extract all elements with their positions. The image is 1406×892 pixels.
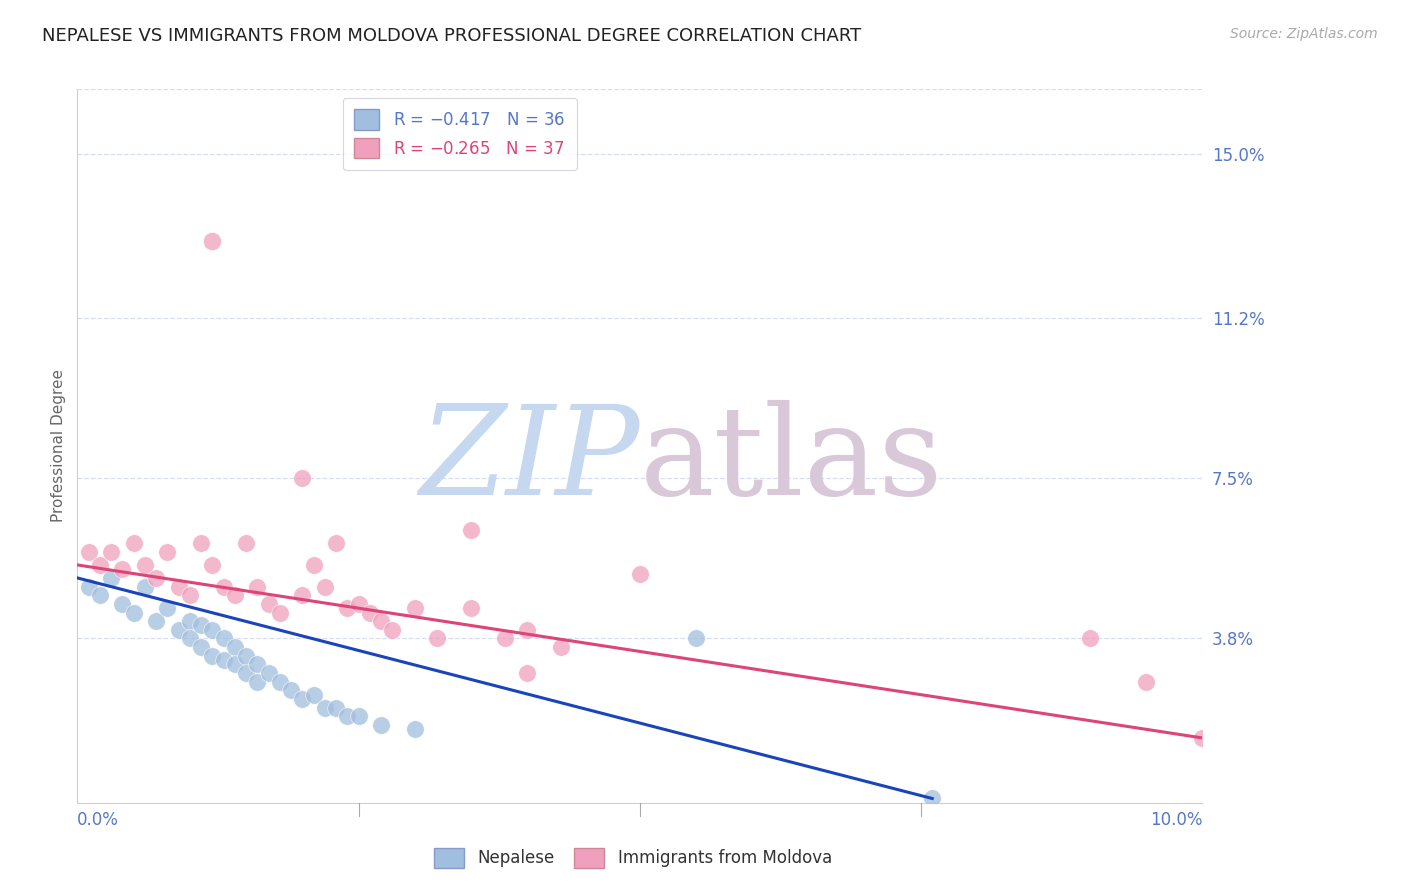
Point bbox=[156, 545, 179, 559]
Point bbox=[167, 580, 190, 594]
Point bbox=[235, 536, 257, 550]
Point bbox=[1078, 632, 1101, 646]
Point bbox=[89, 588, 111, 602]
Point bbox=[314, 580, 336, 594]
Point bbox=[347, 597, 370, 611]
Point bbox=[235, 648, 257, 663]
Y-axis label: Professional Degree: Professional Degree bbox=[51, 369, 66, 523]
Point bbox=[347, 709, 370, 723]
Point bbox=[100, 571, 122, 585]
Point bbox=[291, 471, 314, 485]
Point bbox=[134, 558, 156, 572]
Point bbox=[269, 606, 291, 620]
Point bbox=[325, 536, 347, 550]
Text: 10.0%: 10.0% bbox=[1150, 812, 1202, 830]
Point bbox=[291, 692, 314, 706]
Point bbox=[212, 632, 235, 646]
Text: ZIP: ZIP bbox=[419, 400, 640, 521]
Point bbox=[302, 558, 325, 572]
Text: Source: ZipAtlas.com: Source: ZipAtlas.com bbox=[1230, 27, 1378, 41]
Point bbox=[336, 601, 359, 615]
Point bbox=[122, 536, 145, 550]
Point bbox=[1191, 731, 1213, 745]
Point bbox=[257, 666, 280, 681]
Text: 0.0%: 0.0% bbox=[77, 812, 120, 830]
Point bbox=[190, 536, 212, 550]
Point bbox=[179, 588, 201, 602]
Legend: Nepalese, Immigrants from Moldova: Nepalese, Immigrants from Moldova bbox=[427, 841, 838, 875]
Point bbox=[516, 666, 538, 681]
Point bbox=[156, 601, 179, 615]
Point bbox=[460, 524, 482, 538]
Point bbox=[336, 709, 359, 723]
Text: atlas: atlas bbox=[640, 400, 943, 521]
Point bbox=[145, 571, 167, 585]
Point bbox=[190, 618, 212, 632]
Point bbox=[426, 632, 449, 646]
Point bbox=[212, 580, 235, 594]
Point bbox=[460, 601, 482, 615]
Point bbox=[201, 234, 224, 248]
Text: NEPALESE VS IMMIGRANTS FROM MOLDOVA PROFESSIONAL DEGREE CORRELATION CHART: NEPALESE VS IMMIGRANTS FROM MOLDOVA PROF… bbox=[42, 27, 862, 45]
Point bbox=[628, 566, 651, 581]
Point bbox=[111, 562, 134, 576]
Point bbox=[134, 580, 156, 594]
Point bbox=[111, 597, 134, 611]
Point bbox=[370, 718, 392, 732]
Point bbox=[302, 688, 325, 702]
Point bbox=[404, 723, 426, 737]
Point bbox=[370, 614, 392, 628]
Point bbox=[516, 623, 538, 637]
Point bbox=[325, 700, 347, 714]
Point bbox=[494, 632, 516, 646]
Point bbox=[212, 653, 235, 667]
Point bbox=[404, 601, 426, 615]
Point bbox=[246, 674, 269, 689]
Point bbox=[1135, 674, 1157, 689]
Point bbox=[167, 623, 190, 637]
Point bbox=[685, 632, 707, 646]
Point bbox=[246, 657, 269, 672]
Point bbox=[550, 640, 572, 654]
Point bbox=[257, 597, 280, 611]
Point bbox=[381, 623, 404, 637]
Point bbox=[190, 640, 212, 654]
Point bbox=[224, 588, 246, 602]
Point bbox=[921, 791, 943, 805]
Point bbox=[77, 580, 100, 594]
Point bbox=[201, 623, 224, 637]
Point bbox=[280, 683, 302, 698]
Point bbox=[145, 614, 167, 628]
Point bbox=[246, 580, 269, 594]
Point bbox=[235, 666, 257, 681]
Point bbox=[179, 632, 201, 646]
Point bbox=[269, 674, 291, 689]
Point bbox=[201, 648, 224, 663]
Point bbox=[100, 545, 122, 559]
Point bbox=[122, 606, 145, 620]
Point bbox=[291, 588, 314, 602]
Point bbox=[359, 606, 381, 620]
Point bbox=[224, 640, 246, 654]
Point bbox=[314, 700, 336, 714]
Point bbox=[224, 657, 246, 672]
Legend: R = $-$0.417   N = 36, R = $-$0.265   N = 37: R = $-$0.417 N = 36, R = $-$0.265 N = 37 bbox=[343, 97, 576, 169]
Point bbox=[89, 558, 111, 572]
Point bbox=[201, 558, 224, 572]
Point bbox=[179, 614, 201, 628]
Point bbox=[77, 545, 100, 559]
